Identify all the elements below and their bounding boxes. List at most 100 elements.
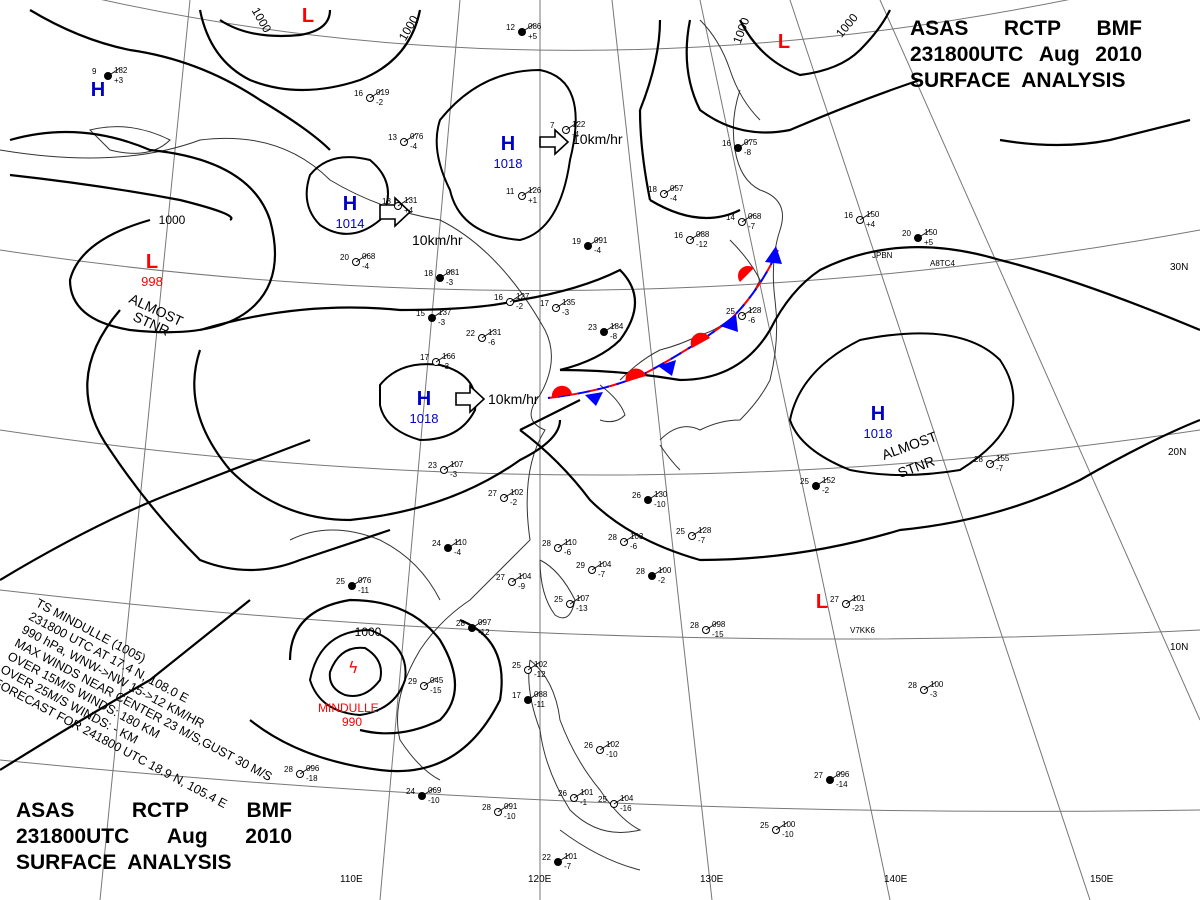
- station-temperature: 16: [354, 89, 363, 98]
- station-pressure: 135: [562, 298, 576, 307]
- station-pressure: 150: [866, 210, 880, 219]
- station-plot: 17 135-3: [540, 298, 576, 317]
- station-pressure: 098: [712, 620, 726, 629]
- station-temperature: 28: [908, 681, 917, 690]
- station-temperature: 20: [340, 253, 349, 262]
- wind-barb-icon: [435, 353, 449, 363]
- station-plot: 12 086+5: [506, 22, 542, 41]
- station-tendency: +4: [866, 220, 876, 229]
- station-tendency: -15: [712, 630, 724, 639]
- wind-barb-icon: [355, 253, 369, 263]
- station-pressure: 128: [698, 526, 712, 535]
- station-temperature: 18: [424, 269, 433, 278]
- agency-code: RCTP: [131, 799, 190, 822]
- station-plot: 17 088-11: [512, 690, 548, 709]
- station-plot: 28 098-15: [690, 620, 726, 639]
- wind-barb-icon: [557, 539, 571, 549]
- station-plot: 28 155-7: [974, 454, 1010, 473]
- pressure-center-symbol: L: [816, 591, 828, 613]
- station-temperature: 11: [506, 187, 515, 196]
- pressure-center-symbol: L: [146, 251, 158, 273]
- longitude-label: 150E: [1090, 874, 1114, 885]
- latitude-label: 30N: [1170, 262, 1188, 273]
- station-plot: 16 127-2: [494, 292, 530, 311]
- station-temperature: 19: [572, 237, 581, 246]
- wind-barb-icon: [397, 197, 411, 207]
- wind-barb-icon: [705, 621, 719, 631]
- station-pressure: 069: [428, 786, 442, 795]
- longitude-label: 120E: [528, 874, 552, 885]
- wind-barb-icon: [917, 229, 931, 239]
- station-temperature: 22: [542, 853, 551, 862]
- station-pressure: 110: [454, 538, 467, 547]
- station-tendency: -2: [658, 576, 666, 585]
- station-pressure: 091: [594, 236, 608, 245]
- station-tendency: -10: [428, 796, 440, 805]
- station-temperature: 25: [800, 477, 809, 486]
- wind-barb-icon: [663, 185, 677, 195]
- time-line: 231800UTC Aug 2010: [16, 824, 292, 850]
- station-tendency: -10: [504, 812, 516, 821]
- time-year: 2010: [245, 825, 292, 848]
- station-tendency: -10: [606, 750, 618, 759]
- wind-barb-icon: [521, 23, 535, 33]
- station-pressure: 104: [620, 794, 634, 803]
- station-pressure: 137: [438, 308, 452, 317]
- station-temperature: 28: [974, 455, 983, 464]
- station-pressure: 045: [430, 676, 444, 685]
- station-plot: 13 076-4: [388, 132, 424, 151]
- pressure-center-value: 998: [141, 274, 163, 289]
- station-tendency: -23: [852, 604, 864, 613]
- station-temperature: 23: [588, 323, 597, 332]
- isobar-label: 1000: [355, 625, 382, 639]
- latitude-label: 20N: [1168, 447, 1186, 458]
- station-temperature: 28: [542, 539, 551, 548]
- time-year: 2010: [1095, 43, 1142, 66]
- agency-line: ASAS RCTP BMF: [910, 16, 1142, 42]
- time-stamp: 231800UTC: [910, 43, 1024, 66]
- wind-barb-icon: [497, 803, 511, 813]
- station-plot: 16 150+4: [844, 210, 880, 229]
- station-plot: 17 166-3: [420, 352, 456, 371]
- pressure-center-symbol: H: [417, 388, 431, 410]
- cold-front-symbol: [585, 392, 603, 406]
- station-tendency: -11: [534, 700, 546, 709]
- latitude-lines: [0, 0, 1200, 812]
- station-temperature: 29: [408, 677, 417, 686]
- station-temperature: 20: [902, 229, 911, 238]
- wind-barb-icon: [555, 299, 569, 309]
- station-plot: 14 068-7: [726, 212, 762, 231]
- station-temperature: 16: [494, 293, 503, 302]
- station-pressure: 110: [564, 538, 577, 547]
- station-plot: 18 081-3: [424, 268, 460, 287]
- station-pressure: 184: [610, 322, 624, 331]
- station-tendency: -7: [598, 570, 606, 579]
- station-tendency: -12: [534, 670, 546, 679]
- wind-barb-icon: [845, 595, 859, 605]
- station-temperature: 13: [388, 133, 397, 142]
- wind-barb-icon: [587, 237, 601, 247]
- warm-front-symbol: [737, 265, 754, 282]
- station-temperature: 23: [428, 461, 437, 470]
- wind-barb-icon: [923, 681, 937, 691]
- station-pressure: 152: [822, 476, 836, 485]
- station-pressure: 155: [996, 454, 1010, 463]
- agency-unit: BMF: [246, 799, 293, 822]
- station-pressure: 166: [442, 352, 456, 361]
- station-code: A8TC4: [930, 259, 955, 268]
- station-temperature: 26: [584, 741, 593, 750]
- station-pressure: 068: [362, 252, 376, 261]
- station-pressure: 182: [114, 66, 128, 75]
- station-tendency: -8: [610, 332, 618, 341]
- station-plot: 19 091-4: [572, 236, 608, 255]
- pressure-center-value: 1018: [864, 426, 893, 441]
- station-tendency: -2: [516, 302, 524, 311]
- station-plot: 28 110-6: [542, 538, 577, 557]
- pressure-center-symbol: H: [91, 79, 105, 101]
- station-tendency: +4: [404, 206, 414, 215]
- station-pressure: 103: [630, 532, 644, 541]
- wind-barb-icon: [647, 491, 661, 501]
- station-plot: 28 091-10: [482, 802, 518, 821]
- motion-label: 10km/hr: [412, 232, 463, 248]
